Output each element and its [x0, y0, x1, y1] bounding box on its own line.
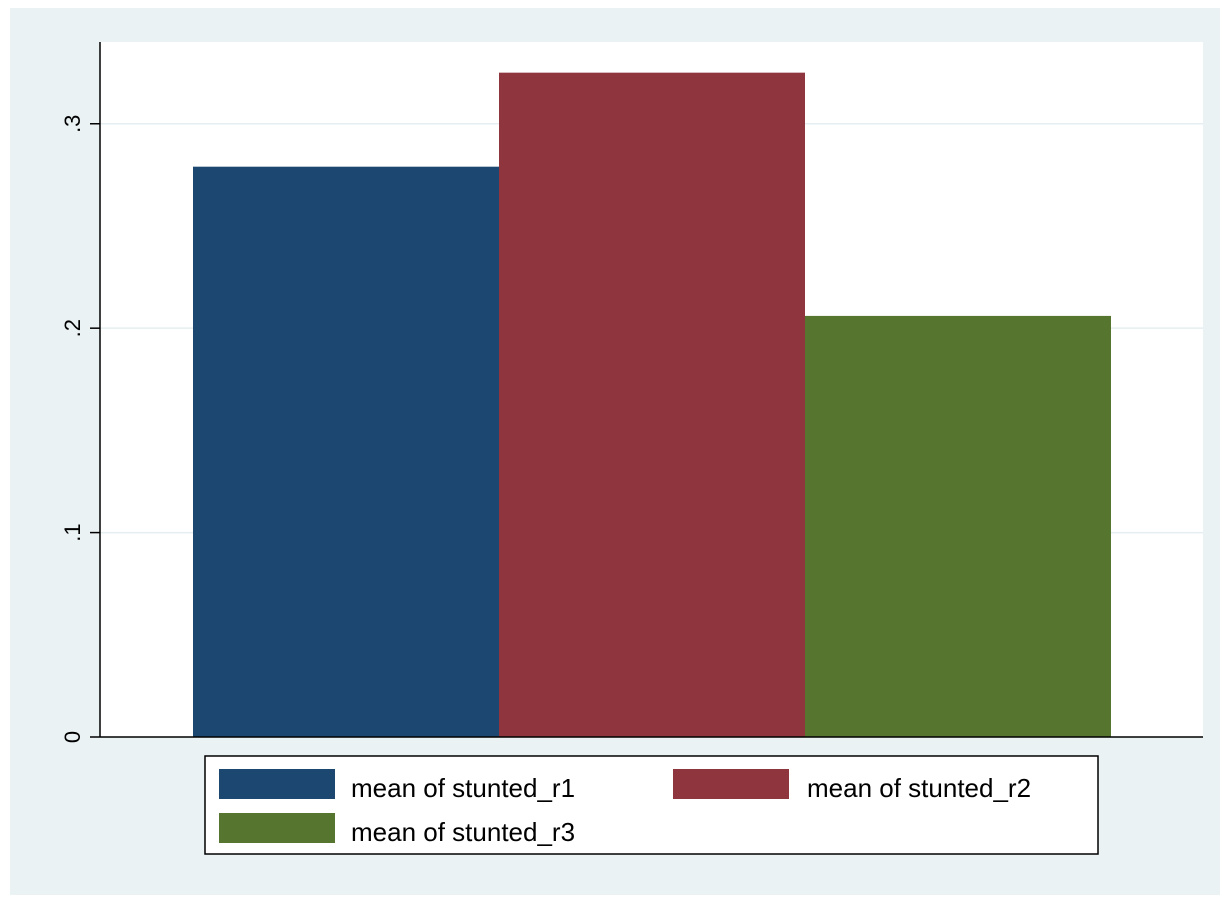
bars-layer	[193, 72, 1111, 738]
legend-swatch-2	[673, 769, 789, 799]
y-tick-label: .1	[60, 523, 85, 541]
y-tick-label: .3	[60, 115, 85, 133]
axis-layer: 0 .1 .2 .3	[60, 42, 1203, 743]
legend-swatch-1	[219, 769, 335, 799]
y-tick-label: 0	[60, 731, 85, 743]
y-tick-label: .2	[60, 319, 85, 337]
bar-2	[499, 72, 805, 738]
legend: mean of stunted_r1 mean of stunted_r2mean…	[204, 755, 1099, 855]
legend-swatch-3	[219, 813, 335, 843]
legend-label-3: mean of stunted_r3	[351, 817, 575, 847]
legend-label-1: mean of stunted_r1	[351, 773, 575, 803]
legend-label-2: mean of stunted_r2	[807, 773, 1031, 803]
bar-1	[193, 166, 499, 738]
legend-box	[204, 755, 1099, 855]
bar-3	[805, 315, 1111, 737]
